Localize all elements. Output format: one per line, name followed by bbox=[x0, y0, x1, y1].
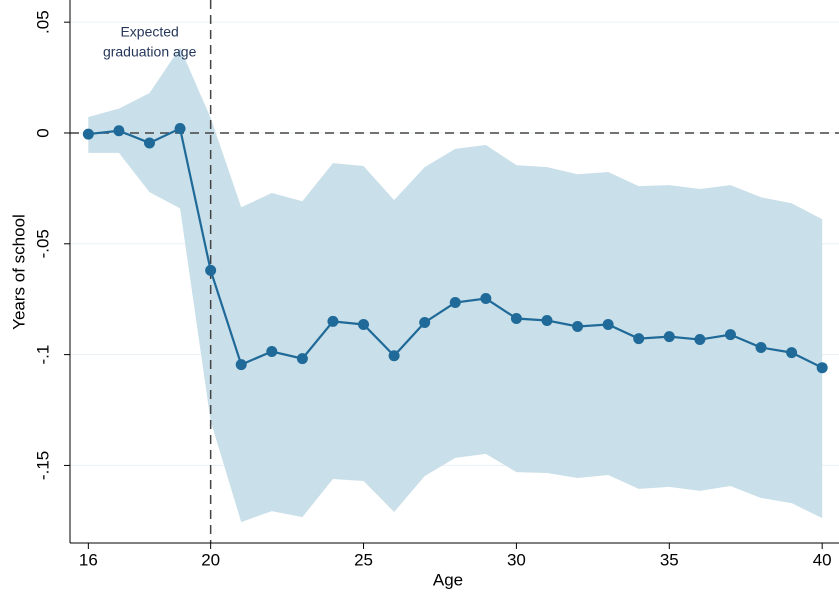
x-axis-title: Age bbox=[433, 570, 463, 589]
y-tick-label: .05 bbox=[33, 10, 52, 34]
x-tick-label: 16 bbox=[79, 550, 98, 569]
point bbox=[541, 314, 553, 326]
point bbox=[724, 329, 736, 341]
x-tick-label: 30 bbox=[507, 550, 526, 569]
point bbox=[816, 362, 828, 374]
point bbox=[143, 137, 155, 149]
point bbox=[82, 128, 94, 140]
point bbox=[572, 320, 584, 332]
y-tick-label: -.1 bbox=[33, 345, 52, 365]
point bbox=[388, 350, 400, 362]
point bbox=[480, 293, 492, 305]
x-tick-label: 40 bbox=[813, 550, 832, 569]
y-tick-label: -.05 bbox=[33, 229, 52, 258]
point bbox=[358, 318, 370, 330]
point bbox=[113, 125, 125, 137]
y-axis-title: Years of school bbox=[9, 214, 28, 330]
y-tick-label: -.15 bbox=[33, 451, 52, 480]
point bbox=[296, 353, 308, 365]
confidence-band bbox=[88, 47, 823, 523]
point bbox=[174, 123, 186, 135]
x-tick-label: 35 bbox=[660, 550, 679, 569]
point bbox=[266, 346, 278, 358]
point bbox=[633, 333, 645, 345]
annotation: graduation age bbox=[103, 44, 197, 60]
point bbox=[602, 318, 614, 330]
point bbox=[786, 347, 798, 359]
x-tick-label: 20 bbox=[201, 550, 220, 569]
point bbox=[235, 359, 247, 371]
point bbox=[419, 316, 431, 328]
point bbox=[755, 342, 767, 354]
x-tick-label: 25 bbox=[354, 550, 373, 569]
point bbox=[510, 312, 522, 324]
point bbox=[205, 264, 217, 276]
annotation: Expected bbox=[120, 24, 178, 40]
point bbox=[327, 315, 339, 327]
point bbox=[449, 297, 461, 309]
point bbox=[663, 331, 675, 343]
point bbox=[694, 334, 706, 346]
y-tick-label: 0 bbox=[33, 128, 52, 137]
